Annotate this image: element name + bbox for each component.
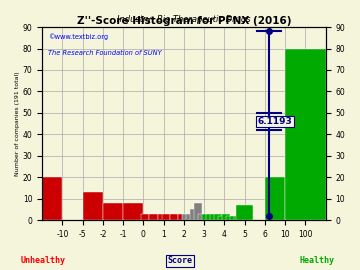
Bar [158, 214, 166, 220]
Text: ©www.textbiz.org: ©www.textbiz.org [48, 33, 108, 40]
Text: Unhealthy: Unhealthy [21, 256, 66, 265]
Bar [206, 214, 214, 220]
Bar [285, 49, 325, 220]
Bar [237, 205, 253, 220]
Bar [265, 177, 285, 220]
Bar [202, 214, 210, 220]
Text: Industry: Bio Therapeutic Drugs: Industry: Bio Therapeutic Drugs [117, 15, 251, 24]
Bar [103, 203, 123, 220]
Text: Healthy: Healthy [299, 256, 334, 265]
Bar [123, 203, 143, 220]
Bar [226, 216, 234, 220]
Title: Z''-Score Histogram for PFNX (2016): Z''-Score Histogram for PFNX (2016) [77, 16, 291, 26]
Bar [170, 214, 178, 220]
Bar [234, 216, 243, 220]
Bar [162, 214, 170, 220]
Text: The Research Foundation of SUNY: The Research Foundation of SUNY [48, 50, 162, 56]
Text: 6.1193: 6.1193 [258, 117, 292, 126]
Text: Score: Score [167, 256, 193, 265]
Bar [222, 214, 230, 220]
Bar [149, 214, 158, 220]
Bar [198, 214, 206, 220]
Bar [190, 209, 198, 220]
Bar [178, 214, 186, 220]
Bar [218, 216, 226, 220]
Y-axis label: Number of companies (191 total): Number of companies (191 total) [15, 71, 20, 176]
Bar [141, 214, 149, 220]
Bar [230, 216, 239, 220]
Bar [214, 214, 222, 220]
Bar [42, 177, 63, 220]
Bar [210, 214, 218, 220]
Bar [194, 203, 202, 220]
Bar [83, 192, 103, 220]
Bar [186, 214, 194, 220]
Bar [182, 214, 190, 220]
